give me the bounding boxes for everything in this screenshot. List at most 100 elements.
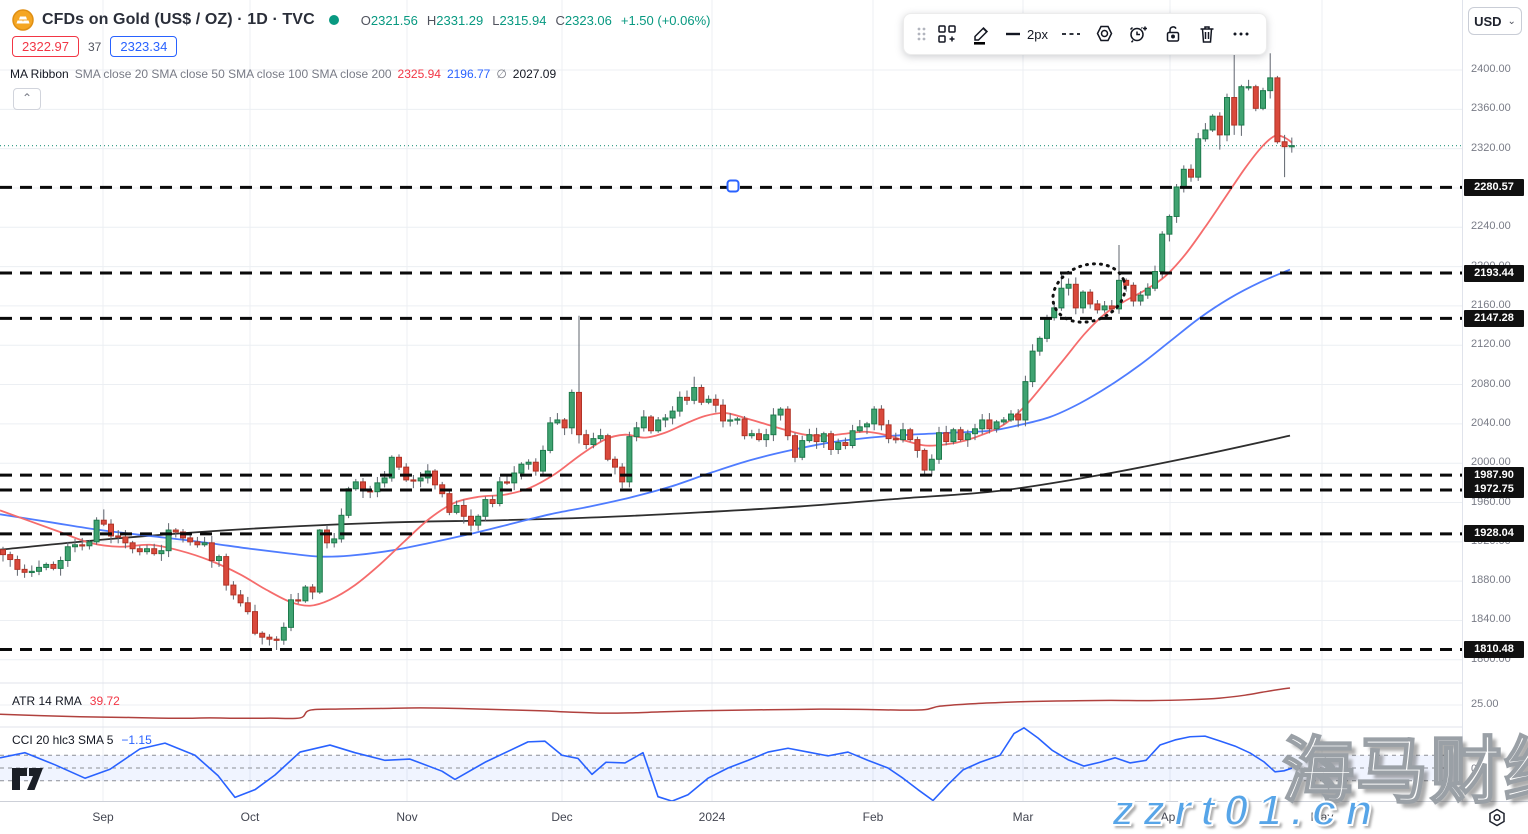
candle	[1180, 168, 1187, 188]
candle	[943, 432, 950, 443]
candle	[295, 599, 302, 602]
time-tick-label: Mar	[1012, 810, 1034, 824]
candle	[1029, 350, 1036, 383]
candle	[453, 504, 460, 513]
tradingview-logo-icon[interactable]	[12, 768, 43, 790]
candle	[691, 387, 698, 401]
sma-200-line[interactable]	[0, 434, 1291, 551]
unlock-icon	[1163, 23, 1183, 45]
candle	[50, 563, 57, 569]
candle	[72, 544, 78, 548]
candle	[259, 632, 266, 638]
add-alert-button[interactable]	[1122, 18, 1156, 50]
ma-ribbon-legend[interactable]: MA Ribbon SMA close 20 SMA close 50 SMA …	[10, 67, 556, 81]
candle	[777, 408, 784, 416]
sma20-value: 2325.94	[397, 67, 441, 81]
gold-coin-icon	[12, 9, 34, 31]
candle	[288, 599, 294, 628]
drawing-settings-button[interactable]	[1088, 18, 1122, 50]
candle	[93, 519, 100, 543]
candle	[900, 429, 906, 441]
candle	[158, 550, 165, 555]
sma-50-line[interactable]	[0, 268, 1291, 558]
chart-canvas[interactable]	[0, 0, 1462, 801]
candle	[748, 433, 755, 437]
horizontal-line-drawings[interactable]	[0, 185, 1462, 651]
candle	[1015, 413, 1022, 421]
candle	[568, 391, 575, 429]
buy-button[interactable]: 2323.34	[110, 36, 178, 57]
time-axis[interactable]: Sep Oct Nov Dec 2024 Feb Mar Apr May	[0, 801, 1528, 834]
price-tick-label: 2000.00	[1471, 456, 1511, 469]
candle	[266, 636, 273, 640]
save-drawing-template-button[interactable]	[930, 18, 964, 50]
candle	[21, 568, 28, 573]
candle	[1216, 115, 1223, 136]
sma200-value: 2027.09	[512, 67, 557, 81]
more-options-button[interactable]	[1224, 18, 1258, 50]
candle	[1094, 303, 1101, 311]
symbol-title[interactable]: CFDs on Gold (US$ / OZ) · 1D · TVC	[42, 11, 315, 28]
candle	[273, 638, 280, 641]
trash-icon	[1197, 23, 1217, 45]
candle	[381, 477, 388, 484]
candle	[806, 434, 813, 442]
candle	[597, 435, 604, 440]
price-axis[interactable]: USD ⌄ 2400.002360.002320.002280.002240.0…	[1462, 0, 1528, 801]
candle	[1166, 215, 1173, 235]
toolbar-drag-handle[interactable]	[912, 18, 930, 50]
candle	[187, 537, 194, 543]
delete-drawing-button[interactable]	[1190, 18, 1224, 50]
price-level-badge: 1972.75	[1464, 481, 1524, 499]
drawing-toolbar: 2px	[903, 13, 1267, 55]
candle	[108, 523, 114, 537]
candle	[921, 449, 928, 471]
candle	[612, 458, 618, 468]
candle	[734, 418, 741, 421]
collapse-legend-button[interactable]: ⌃	[13, 88, 41, 110]
ellipse-drawing[interactable]	[1045, 254, 1134, 332]
pencil-icon	[970, 23, 992, 45]
atr-pane-legend[interactable]: ATR 14 RMA 39.72	[12, 694, 120, 708]
time-tick-label: Sep	[92, 810, 114, 824]
atr-line[interactable]	[0, 687, 1291, 720]
cci-line[interactable]	[0, 727, 1293, 801]
drawing-anchor-handle[interactable]	[726, 179, 740, 193]
candle	[604, 435, 611, 460]
add-template-icon	[936, 23, 958, 45]
candle	[928, 458, 935, 471]
candle	[417, 477, 424, 482]
candle	[316, 529, 323, 593]
candle	[741, 418, 748, 437]
candle	[1065, 283, 1072, 289]
candle	[36, 566, 42, 572]
color-picker-button[interactable]	[964, 18, 998, 50]
time-tick-label: 2024	[698, 810, 726, 824]
indicator-title: ATR 14 RMA	[12, 694, 82, 708]
candle	[633, 427, 640, 438]
currency-selector[interactable]: USD ⌄	[1468, 7, 1522, 35]
candle	[57, 560, 64, 569]
indicator-tick-label: 0.00	[1471, 763, 1493, 775]
line-style-button[interactable]	[1054, 18, 1088, 50]
price-level-badge: 2147.28	[1464, 309, 1524, 327]
candlestick-series[interactable]	[0, 39, 1295, 650]
candle	[14, 559, 21, 570]
candle	[223, 556, 230, 586]
cci-pane-legend[interactable]: CCI 20 hlc3 SMA 5 −1.15	[12, 733, 152, 747]
price-change: +1.50 (+0.06%)	[620, 12, 711, 28]
sell-button[interactable]: 2322.97	[12, 36, 79, 57]
candle	[1281, 141, 1288, 148]
candle	[7, 554, 14, 561]
line-width-button[interactable]: 2px	[998, 18, 1054, 50]
candle	[1152, 271, 1158, 289]
lock-drawing-button[interactable]	[1156, 18, 1190, 50]
candle	[878, 408, 885, 426]
price-level-badge: 2193.44	[1464, 264, 1524, 282]
candle	[1130, 284, 1137, 302]
ohlc-values: O2321.56 H2331.29 L2315.94 C2323.06 +1.5…	[360, 12, 711, 28]
time-axis-settings-icon[interactable]	[1486, 807, 1508, 834]
price-level-badge: 1810.48	[1464, 640, 1524, 658]
candle	[1224, 97, 1230, 136]
